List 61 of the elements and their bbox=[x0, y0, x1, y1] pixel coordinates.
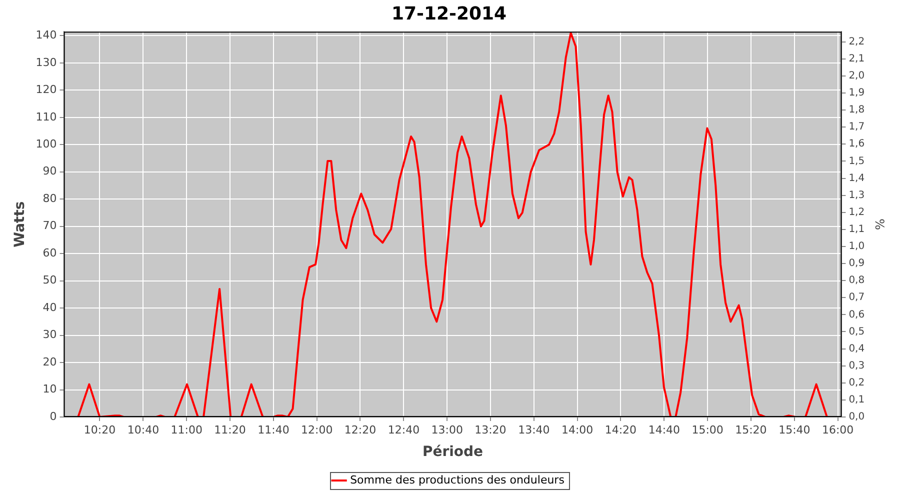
y2-tick-label: 1,7 bbox=[848, 122, 865, 133]
y-tick-label: 20 bbox=[42, 355, 57, 368]
y2-tick-label: 2,2 bbox=[848, 36, 865, 48]
x-tick-label: 13:00 bbox=[431, 423, 463, 436]
x-tick-label: 13:20 bbox=[474, 423, 506, 436]
y-tick-label: 50 bbox=[42, 274, 57, 287]
y-tick-label: 40 bbox=[42, 300, 57, 314]
y-tick-label: 120 bbox=[36, 83, 57, 96]
y2-tick-label: 2,1 bbox=[848, 53, 865, 64]
x-tick-label: 10:20 bbox=[84, 423, 116, 436]
y2-tick-label: 1,4 bbox=[848, 172, 865, 184]
y-tick-label: 80 bbox=[42, 192, 57, 205]
y2-tick-label: 1,3 bbox=[848, 190, 865, 201]
y-tick-label: 10 bbox=[42, 382, 57, 396]
x-tick-label: 16:00 bbox=[822, 423, 854, 436]
y2-tick-label: 1,9 bbox=[848, 88, 865, 99]
chart-title: 17-12-2014 bbox=[391, 3, 507, 24]
y-tick-label: 130 bbox=[36, 56, 57, 69]
x-tick-label: 12:20 bbox=[344, 423, 376, 436]
x-tick-label: 12:00 bbox=[300, 423, 333, 436]
y2-tick-label: 0,2 bbox=[848, 377, 865, 388]
y2-tick-label: 0,8 bbox=[848, 275, 865, 286]
y2-tick-label: 0,5 bbox=[848, 326, 865, 338]
y-tick-label: 110 bbox=[36, 110, 57, 124]
y2-tick-label: 0,1 bbox=[848, 394, 865, 406]
y2-tick-label: 2,0 bbox=[848, 70, 865, 82]
y2-tick-label: 1,5 bbox=[848, 156, 865, 167]
y-axis-title: Watts bbox=[12, 201, 28, 248]
y2-tick-label: 1,6 bbox=[848, 138, 865, 150]
x-tick-label: 13:40 bbox=[518, 423, 550, 436]
x-tick-label: 11:00 bbox=[170, 423, 202, 436]
x-tick-label: 10:40 bbox=[127, 423, 160, 436]
x-tick-label: 15:20 bbox=[735, 423, 767, 436]
y2-tick-label: 0,4 bbox=[848, 343, 865, 354]
y2-tick-label: 0,6 bbox=[848, 309, 865, 320]
y-tick-label: 70 bbox=[42, 219, 57, 232]
y2-tick-label: 1,8 bbox=[848, 104, 865, 116]
x-tick-label: 14:40 bbox=[648, 423, 680, 436]
y2-axis-title: % bbox=[872, 218, 887, 230]
y2-tick-label: 1,0 bbox=[848, 241, 865, 252]
y2-tick-label: 0,0 bbox=[848, 412, 865, 423]
y-tick-label: 30 bbox=[42, 328, 57, 342]
x-tick-label: 11:40 bbox=[258, 423, 290, 436]
y-tick-label: 0 bbox=[50, 410, 57, 423]
y2-tick-label: 0,3 bbox=[848, 360, 865, 372]
y-tick-label: 60 bbox=[42, 246, 57, 260]
legend-label: Somme des productions des onduleurs bbox=[350, 473, 565, 486]
x-tick-label: 15:00 bbox=[692, 423, 724, 436]
y-tick-label: 90 bbox=[42, 164, 57, 178]
y-tick-label: 100 bbox=[36, 137, 57, 150]
y2-tick-label: 1,1 bbox=[848, 224, 865, 236]
y2-tick-label: 0,7 bbox=[848, 292, 865, 304]
y2-tick-label: 1,2 bbox=[848, 206, 865, 218]
y-tick-label: 140 bbox=[36, 28, 57, 42]
y2-tick-label: 0,9 bbox=[848, 258, 865, 270]
x-axis-title: Période bbox=[422, 444, 484, 460]
x-tick-label: 12:40 bbox=[388, 423, 420, 436]
x-tick-label: 14:00 bbox=[561, 423, 594, 436]
x-tick-label: 15:40 bbox=[778, 423, 810, 436]
x-tick-label: 14:20 bbox=[604, 423, 637, 436]
x-tick-label: 11:20 bbox=[214, 423, 246, 436]
